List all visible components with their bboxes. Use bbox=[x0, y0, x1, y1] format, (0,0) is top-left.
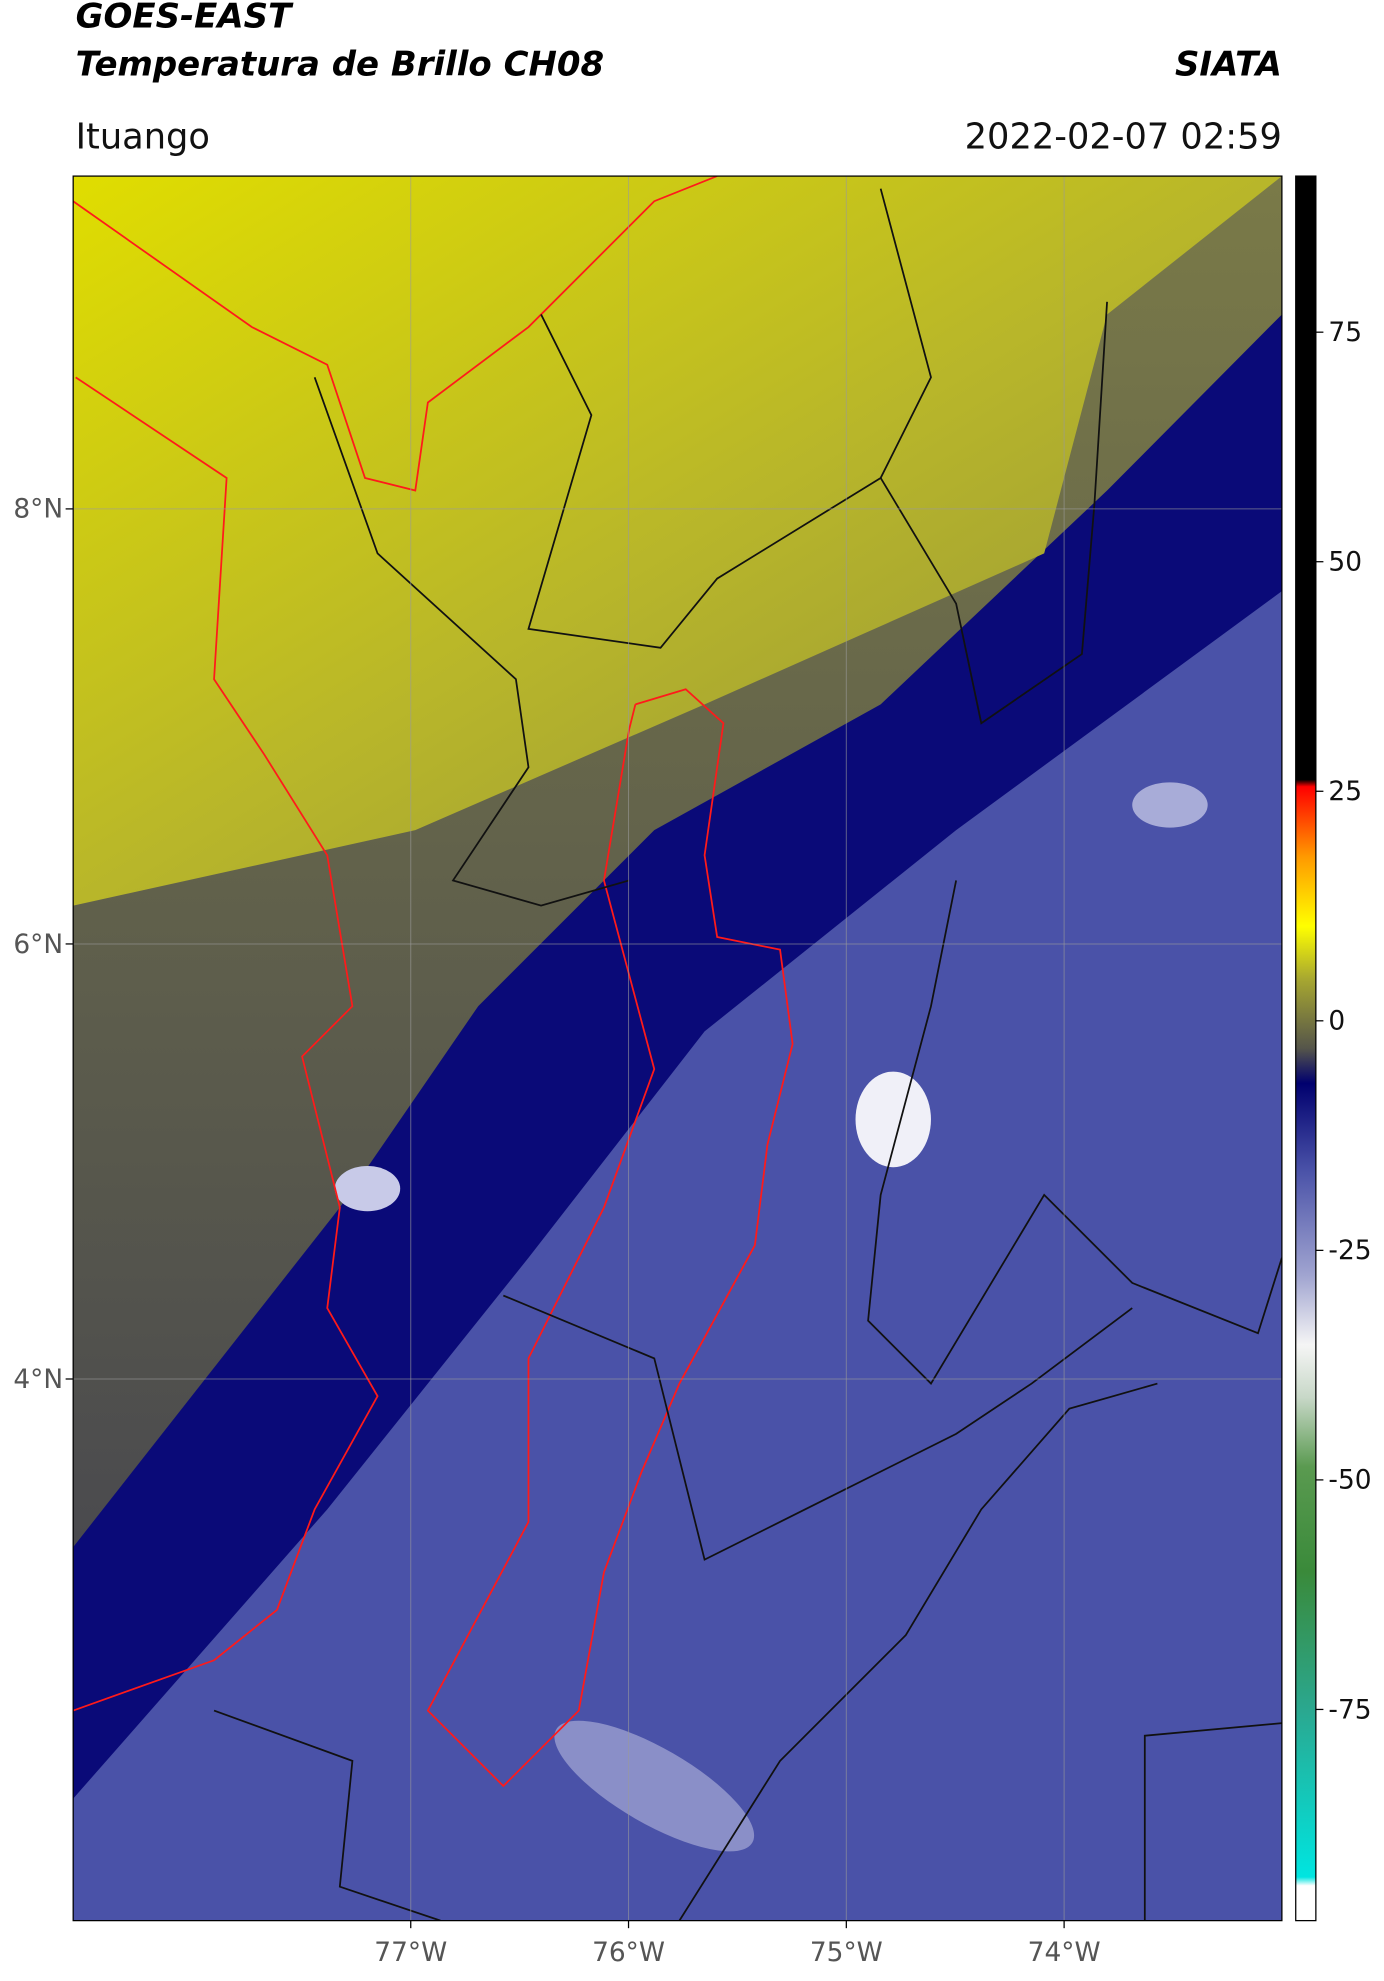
coastline bbox=[73, 376, 379, 1712]
border bbox=[213, 1709, 441, 1921]
cloud-top bbox=[855, 1071, 931, 1168]
border bbox=[678, 1382, 1158, 1921]
border bbox=[1143, 1722, 1282, 1921]
border bbox=[527, 188, 932, 649]
colorbar-tick-label: 0 bbox=[1328, 1006, 1345, 1037]
map-image bbox=[73, 176, 1282, 1921]
x-tick-label: 77°W bbox=[374, 1937, 447, 1968]
colorbar-tick-label: -25 bbox=[1328, 1235, 1371, 1266]
product-title: Temperatura de Brillo CH08 bbox=[76, 44, 604, 84]
colorbar-tick-label: -50 bbox=[1328, 1465, 1371, 1496]
datetime: 2022-02-07 02:59 bbox=[965, 116, 1282, 157]
grid bbox=[73, 176, 1282, 1921]
organization: SIATA bbox=[1175, 44, 1282, 84]
cloud-top bbox=[554, 1720, 755, 1852]
warm-area bbox=[73, 176, 1282, 906]
y-tick-label: 8°N bbox=[13, 494, 63, 525]
x-tick-label: 74°W bbox=[1028, 1937, 1101, 1968]
colorbar-tick-label: 50 bbox=[1328, 547, 1362, 578]
border bbox=[502, 1294, 1133, 1561]
cloud-top bbox=[1132, 782, 1208, 828]
y-tick-label: 4°N bbox=[13, 1364, 63, 1395]
colorbar bbox=[1295, 175, 1317, 1922]
region: Ituango bbox=[76, 116, 210, 157]
map-frame bbox=[72, 175, 1283, 1922]
border bbox=[867, 880, 1282, 1385]
x-tick-label: 75°W bbox=[810, 1937, 883, 1968]
x-tick-label: 76°W bbox=[592, 1937, 665, 1968]
satellite-title: GOES-EAST bbox=[76, 0, 294, 37]
colorbar-tick-label: -75 bbox=[1328, 1694, 1371, 1725]
cloud-top bbox=[334, 1165, 401, 1212]
coastline bbox=[73, 176, 718, 492]
colorbar-tick-label: 75 bbox=[1328, 317, 1362, 348]
department-border bbox=[426, 688, 794, 1788]
border bbox=[879, 301, 1108, 725]
colorbar-tick-label: 25 bbox=[1328, 776, 1362, 807]
y-tick-label: 6°N bbox=[13, 929, 63, 960]
border bbox=[313, 377, 630, 907]
